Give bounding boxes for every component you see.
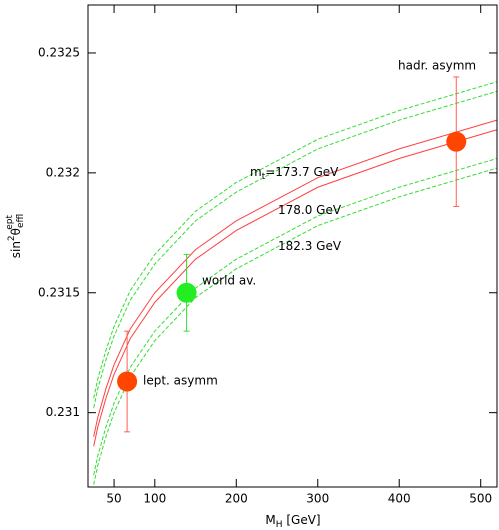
- curve: [93, 119, 497, 437]
- x-tick-label: 200: [225, 492, 248, 506]
- y-tick-label: 0.2315: [38, 285, 80, 299]
- data-point: [176, 282, 197, 303]
- curve: [93, 90, 497, 408]
- curve-label: 178.0 GeV: [278, 203, 342, 217]
- label-sub: H: [276, 520, 283, 530]
- point-label: lept. asymm: [143, 374, 218, 388]
- curve: [93, 167, 497, 485]
- x-tick-label: 500: [469, 492, 492, 506]
- x-tick-label: 50: [106, 492, 121, 506]
- y-tick-label: 0.232: [46, 165, 80, 179]
- label-part: [GeV]: [283, 513, 321, 527]
- x-tick-label: 400: [388, 492, 411, 506]
- label-sup: 2: [7, 235, 17, 241]
- label-sup: lept: [5, 214, 15, 229]
- label-part: M: [265, 513, 275, 527]
- label-part: 182.3 GeV: [278, 239, 342, 253]
- label-part: =173.7 GeV: [265, 165, 339, 179]
- curve-label: 182.3 GeV: [278, 239, 342, 253]
- label-part: 178.0 GeV: [278, 203, 342, 217]
- curve-label: mt=173.7 GeV: [250, 165, 339, 182]
- label-sub: eff: [16, 214, 26, 228]
- point-label: hadr. asymm: [398, 59, 476, 73]
- data-point: [446, 131, 467, 152]
- x-axis-label: MH [GeV]: [265, 513, 320, 530]
- y-tick-label: 0.231: [46, 405, 80, 419]
- y-tick-label: 0.2325: [38, 45, 80, 59]
- x-tick-label: 100: [143, 492, 166, 506]
- point-label: world av.: [202, 274, 256, 288]
- curve: [93, 81, 497, 399]
- x-tick-label: 300: [306, 492, 329, 506]
- y-axis-label: sin2θefflept: [5, 214, 26, 259]
- plot-area: [93, 81, 497, 485]
- label-part: θ: [9, 228, 23, 235]
- curve: [93, 129, 497, 447]
- label-part: sin: [9, 241, 23, 258]
- curve: [93, 157, 497, 476]
- plot-frame: [87, 4, 498, 488]
- label-sub: t: [262, 172, 266, 182]
- data-point: [117, 371, 138, 392]
- label-part: m: [250, 165, 262, 179]
